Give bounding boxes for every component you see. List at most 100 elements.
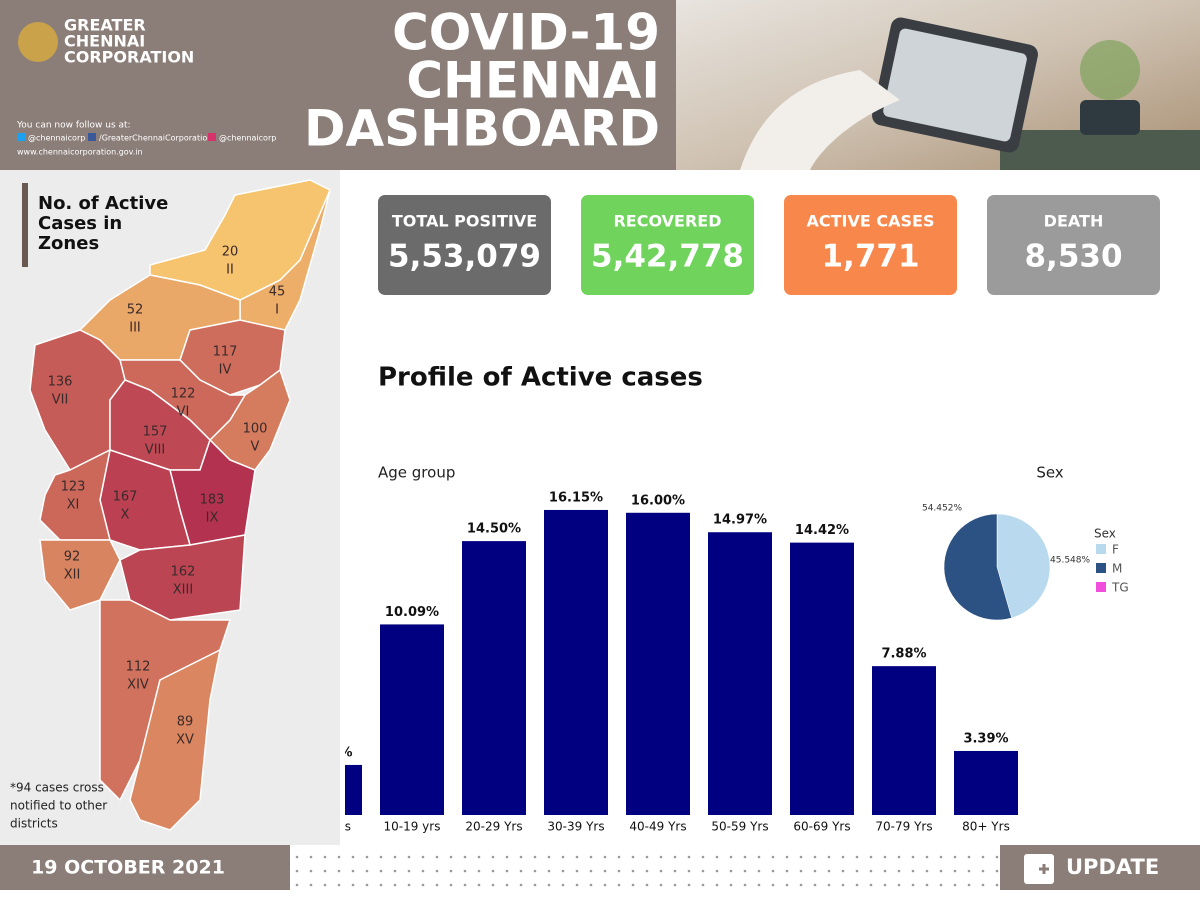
value-label: 14.42%	[795, 523, 849, 538]
zone-name: III	[129, 321, 141, 336]
social-handle: @chennaicorp	[28, 134, 85, 143]
x-tick-label: 60-69 Yrs	[793, 820, 850, 834]
zone-value: 157	[143, 425, 168, 440]
footer-date: 19 OCTOBER 2021	[31, 857, 225, 879]
zone-value: 100	[243, 422, 268, 437]
legend-label: M	[1112, 562, 1122, 576]
zone	[119, 534, 246, 621]
website: www.chennaicorporation.gov.in	[17, 148, 143, 157]
dashboard-title: COVID-19	[392, 4, 660, 62]
zone-name: IX	[206, 511, 219, 526]
bar	[872, 666, 936, 815]
value-label: 3.39%	[963, 731, 1008, 746]
org-name: CORPORATION	[64, 48, 194, 67]
follow-text: You can now follow us at:	[16, 121, 131, 131]
zone-value: 112	[126, 660, 151, 675]
map-title-bar	[22, 183, 28, 267]
zone-name: IV	[219, 363, 232, 378]
photo	[676, 0, 1200, 170]
x-tick-label: 40-49 Yrs	[629, 820, 686, 834]
stat-label: ACTIVE CASES	[807, 212, 935, 231]
value-label: 2.65%	[307, 745, 352, 760]
stat-value: 8,530	[1024, 239, 1122, 275]
value-label: 10.09%	[385, 605, 439, 620]
zone-value: 136	[48, 375, 73, 390]
value-label: 14.97%	[713, 513, 767, 528]
zone-name: V	[251, 440, 260, 455]
social-icon	[17, 133, 25, 141]
zone-name: X	[121, 508, 130, 523]
footer-dots	[290, 845, 1000, 890]
logo	[18, 22, 58, 62]
org-name: CHENNAI	[64, 32, 145, 51]
org-name: GREATER	[64, 16, 146, 35]
zone-name: II	[226, 263, 234, 278]
bar	[626, 512, 690, 815]
zone-value: 162	[171, 565, 196, 580]
footnote: notified to other	[10, 799, 107, 813]
x-tick-label: 20-29 Yrs	[465, 820, 522, 834]
zone-value: 20	[222, 245, 239, 260]
social-handle: /GreaterChennaiCorporation	[99, 134, 212, 143]
header-bg	[0, 0, 676, 170]
zone-name: VII	[52, 393, 69, 408]
stat-value: 5,42,778	[591, 239, 744, 275]
map-title: Zones	[38, 233, 99, 254]
zone-name: I	[275, 303, 279, 318]
chart-title: Sex	[1036, 464, 1063, 482]
zone-name: XIII	[173, 583, 193, 598]
legend-swatch	[1096, 544, 1106, 554]
social-icon	[208, 133, 216, 141]
stat-value: 1,771	[821, 239, 919, 275]
zone-value: 45	[269, 285, 286, 300]
bar	[790, 542, 854, 815]
zone-name: VIII	[145, 443, 165, 458]
stat-card	[784, 195, 957, 295]
update-label: UPDATE	[1066, 855, 1159, 879]
social-handle: @chennaicorp	[219, 134, 276, 143]
bar	[345, 764, 362, 815]
map-title: No. of Active	[38, 193, 168, 214]
value-label: 7.88%	[881, 647, 926, 662]
stat-card	[378, 195, 551, 295]
bar	[544, 509, 608, 815]
update-icon-plus	[1039, 864, 1049, 874]
zone	[129, 648, 222, 831]
stat-value: 5,53,079	[388, 239, 541, 275]
zone	[39, 539, 121, 611]
zone-value: 117	[213, 345, 238, 360]
value-label: 16.00%	[631, 493, 685, 508]
zone-name: XI	[67, 498, 80, 513]
zone-value: 122	[171, 387, 196, 402]
bar	[954, 750, 1018, 815]
zone-value: 92	[64, 550, 81, 565]
x-tick-label: 50-59 Yrs	[711, 820, 768, 834]
bar	[708, 532, 772, 815]
section-title: Profile of Active cases	[378, 363, 703, 393]
legend-swatch	[1096, 582, 1106, 592]
map-title: Cases in	[38, 213, 122, 234]
stat-card	[987, 195, 1160, 295]
bar-chart: 2.65% 0-9 Yrs 10.09% 10-19 yrs 14.50% 20-29 Y…	[307, 490, 1018, 834]
legend-label: F	[1112, 543, 1119, 557]
value-label: 16.15%	[549, 490, 603, 505]
value-label: 14.50%	[467, 522, 521, 537]
x-tick-label: 80+ Yrs	[962, 820, 1010, 834]
stat-label: TOTAL POSITIVE	[392, 212, 537, 231]
pie-slice	[943, 513, 1012, 621]
stat-label: RECOVERED	[613, 212, 721, 231]
dashboard-title: CHENNAI	[406, 52, 660, 110]
chart-title: Age group	[378, 464, 455, 482]
pie-label: 45.548%	[1050, 556, 1090, 566]
footnote: districts	[10, 817, 58, 831]
dashboard-title: DASHBOARD	[304, 100, 660, 158]
bar	[380, 624, 444, 815]
pie-slice	[996, 513, 1051, 619]
stat-label: DEATH	[1044, 212, 1104, 231]
bar	[462, 541, 526, 815]
footer-date-bg	[0, 845, 290, 890]
social-icon	[88, 133, 96, 141]
stat-card	[581, 195, 754, 295]
zone-value: 52	[127, 303, 144, 318]
legend-label: TG	[1111, 581, 1129, 595]
